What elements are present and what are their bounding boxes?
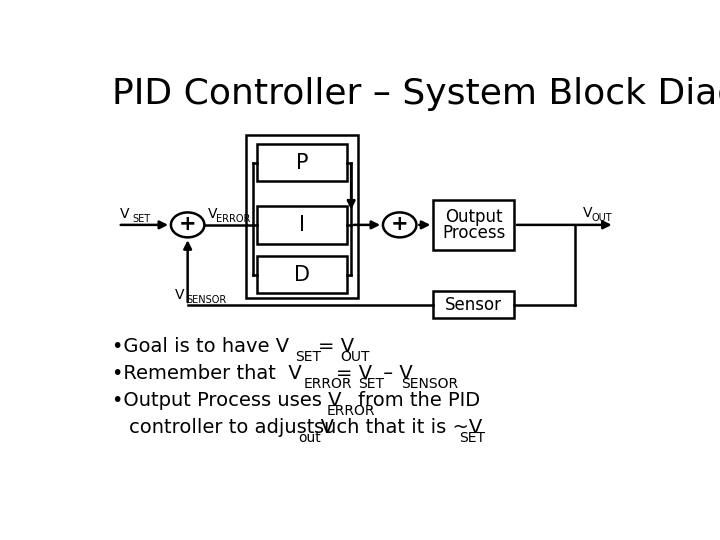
Text: PID Controller – System Block Diagram: PID Controller – System Block Diagram xyxy=(112,77,720,111)
Bar xyxy=(258,144,346,181)
Bar xyxy=(433,292,514,319)
Bar xyxy=(246,136,358,298)
Text: P: P xyxy=(296,152,308,172)
Text: Output: Output xyxy=(445,208,503,226)
Text: = V: = V xyxy=(336,364,372,383)
Text: ERROR: ERROR xyxy=(327,404,375,418)
Text: SET: SET xyxy=(132,214,150,224)
Text: I: I xyxy=(299,215,305,235)
Text: controller to adjust V: controller to adjust V xyxy=(129,418,334,437)
Bar xyxy=(258,206,346,244)
Text: OUT: OUT xyxy=(591,213,612,223)
Text: Sensor: Sensor xyxy=(445,296,502,314)
Text: ERROR: ERROR xyxy=(304,377,352,391)
Text: SENSOR: SENSOR xyxy=(186,294,226,305)
Text: V: V xyxy=(582,206,593,220)
Circle shape xyxy=(383,212,416,238)
Text: V: V xyxy=(208,207,217,221)
Text: – V: – V xyxy=(377,364,413,383)
Text: •Remember that  V: •Remember that V xyxy=(112,364,302,383)
Text: from the PID: from the PID xyxy=(358,391,480,410)
Text: SET: SET xyxy=(358,377,384,391)
Text: ERROR: ERROR xyxy=(215,214,250,224)
Bar xyxy=(433,200,514,250)
Text: = V: = V xyxy=(318,337,354,356)
Bar xyxy=(258,256,346,294)
Text: V: V xyxy=(120,207,130,221)
Text: SET: SET xyxy=(459,431,485,445)
Text: SENSOR: SENSOR xyxy=(401,377,458,391)
Text: out: out xyxy=(298,431,321,445)
Text: +: + xyxy=(391,214,408,234)
Text: Process: Process xyxy=(442,224,505,242)
Text: D: D xyxy=(294,265,310,285)
Text: SET: SET xyxy=(295,350,321,364)
Text: •Goal is to have V: •Goal is to have V xyxy=(112,337,289,356)
Circle shape xyxy=(171,212,204,238)
Text: +: + xyxy=(179,214,197,234)
Text: V: V xyxy=(176,288,185,302)
Text: OUT: OUT xyxy=(340,350,369,364)
Text: such that it is ~V: such that it is ~V xyxy=(315,418,482,437)
Text: •Output Process uses V: •Output Process uses V xyxy=(112,391,342,410)
